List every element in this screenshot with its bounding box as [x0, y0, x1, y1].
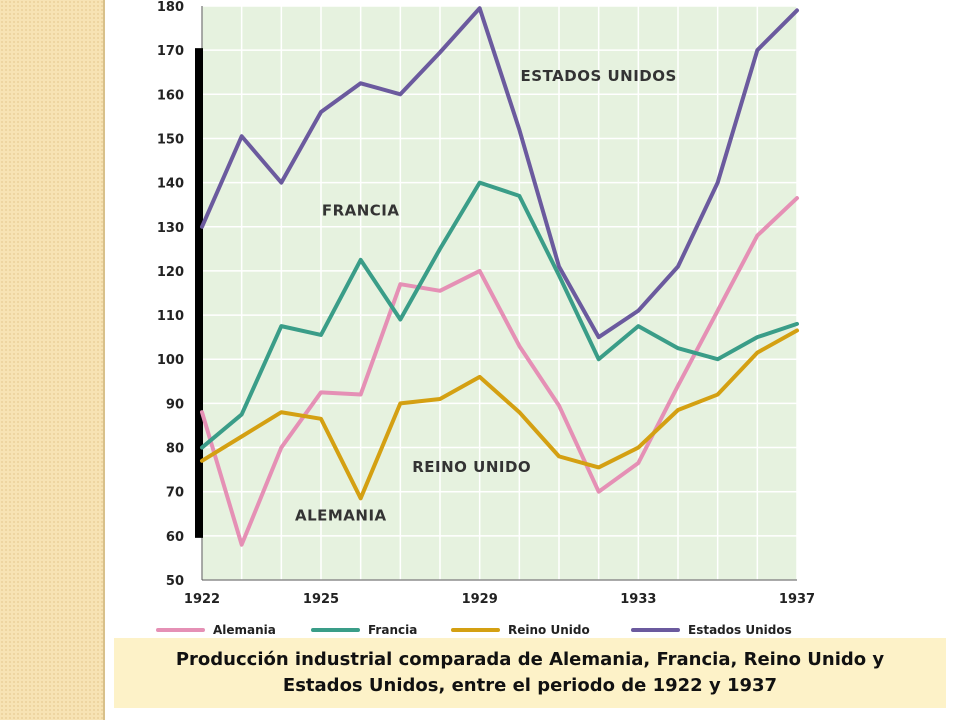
y-axis-black-bar — [195, 48, 203, 538]
y-tick-label: 100 — [157, 353, 184, 368]
y-tick-label: 110 — [157, 309, 184, 324]
y-tick-label: 180 — [157, 0, 184, 15]
series-line — [200, 180, 799, 450]
line-chart: 50 60 70 80 90 100 110 120 130 140 150 160 170 180 19… — [156, 0, 815, 637]
y-axis-ticks: 50 60 70 80 90 100 110 120 130 140 150 160 170 180 — [157, 0, 184, 589]
decorative-side-panel — [0, 0, 105, 720]
y-tick-label: 140 — [157, 177, 184, 192]
legend-label: Francia — [368, 623, 417, 637]
legend-label: Alemania — [213, 623, 276, 637]
legend-label: Reino Unido — [508, 623, 590, 637]
y-tick-label: 150 — [157, 132, 184, 147]
series-line — [200, 196, 799, 547]
caption-line-1: Producción industrial comparada de Alema… — [175, 649, 885, 670]
series-annotation: ESTADOS UNIDOS — [521, 67, 677, 85]
y-tick-label: 60 — [166, 530, 184, 545]
series-annotation: ALEMANIA — [295, 506, 387, 524]
plot-background — [202, 6, 797, 580]
y-tick-label: 80 — [166, 442, 184, 457]
x-tick-label: 1933 — [620, 592, 656, 607]
y-tick-label: 130 — [157, 221, 184, 236]
figure-caption: Producción industrial comparada de Alema… — [114, 638, 946, 708]
series-line — [200, 328, 799, 501]
x-tick-label: 1922 — [184, 592, 220, 607]
series-line — [200, 6, 799, 340]
x-tick-label: 1929 — [462, 592, 498, 607]
series-annotation: REINO UNIDO — [412, 458, 531, 476]
y-tick-label: 120 — [157, 265, 184, 280]
y-tick-label: 160 — [157, 88, 184, 103]
legend-label: Estados Unidos — [688, 623, 792, 637]
x-tick-label: 1937 — [779, 592, 815, 607]
caption-line-2: Estados Unidos, entre el periodo de 1922… — [282, 675, 778, 696]
x-axis-ticks: 1922 1925 1929 1933 1937 — [184, 592, 815, 607]
series-annotation: FRANCIA — [322, 202, 400, 220]
y-tick-label: 170 — [157, 44, 184, 59]
series-annotations: ESTADOS UNIDOS FRANCIA REINO UNIDO ALEMANIA — [295, 67, 677, 524]
y-tick-label: 90 — [166, 397, 184, 412]
series-lines — [200, 6, 799, 547]
y-tick-label: 70 — [166, 486, 184, 501]
legend: Alemania Francia Reino Unido Estados Unidos — [156, 623, 792, 637]
y-tick-label: 50 — [166, 574, 184, 589]
x-tick-label: 1925 — [303, 592, 339, 607]
